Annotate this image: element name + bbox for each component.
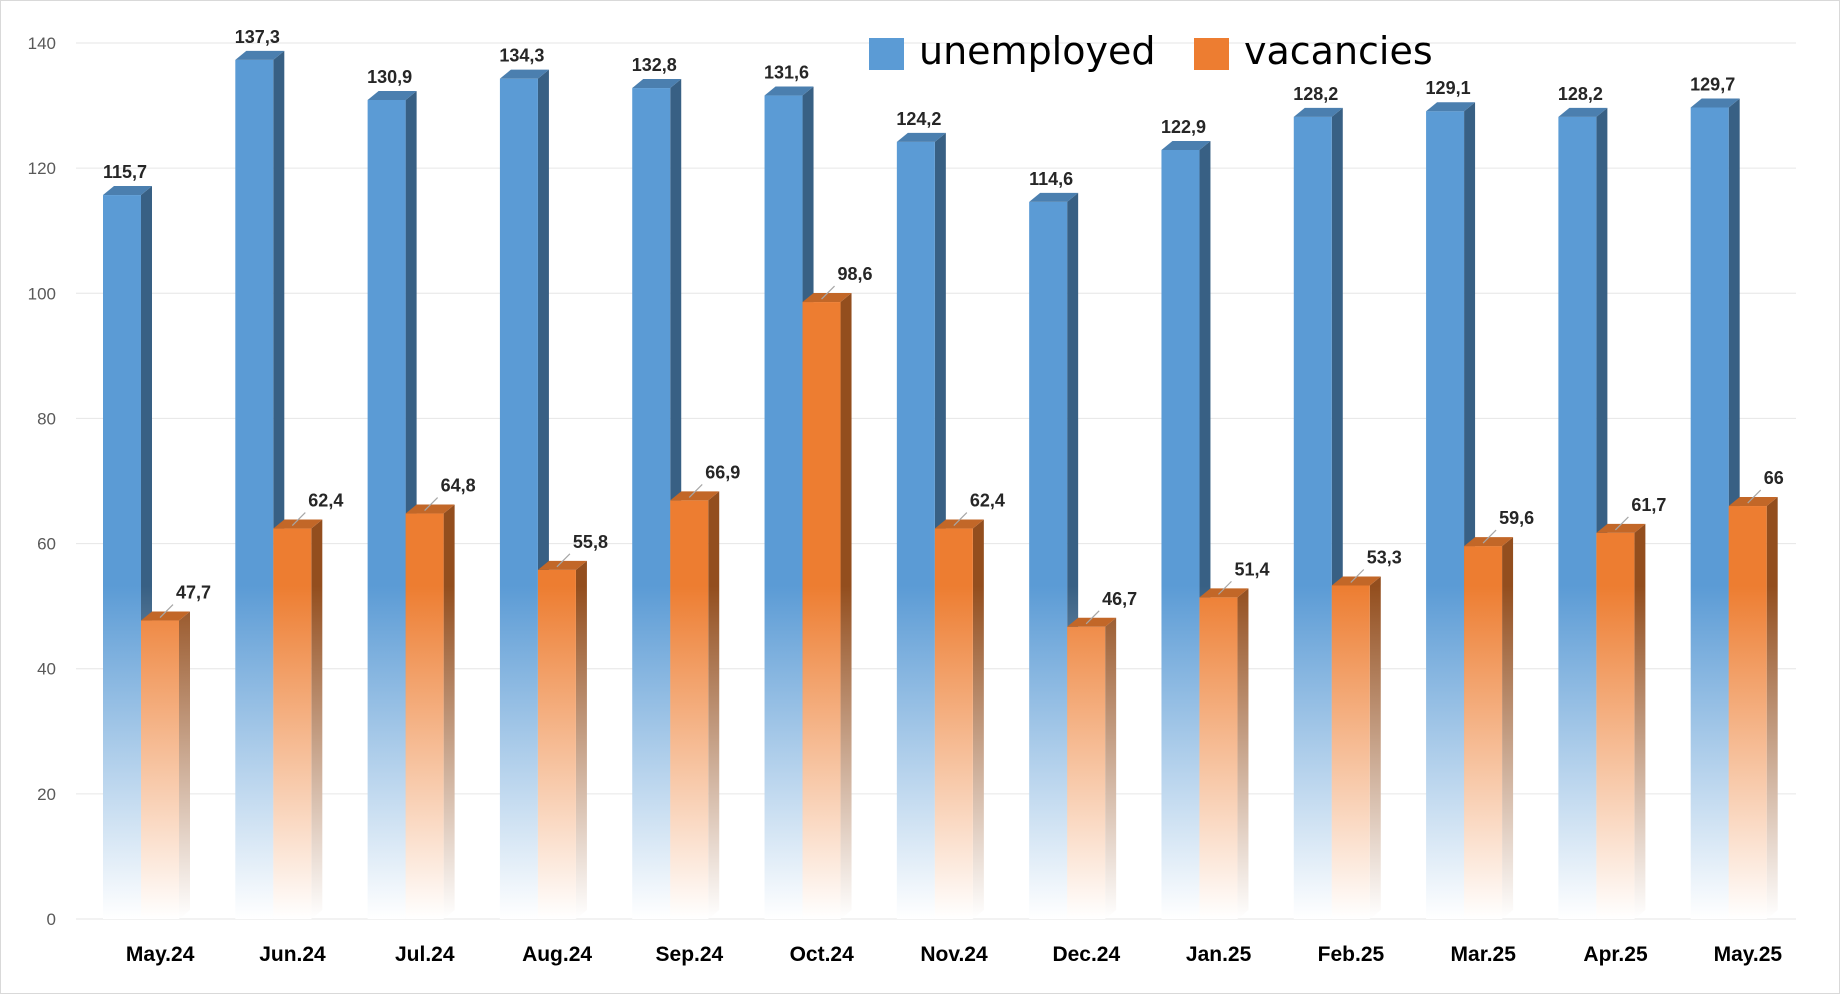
legend-swatch [869,38,904,70]
data-label-unemployed: 128,2 [1558,84,1603,104]
x-tick-label: Apr.25 [1583,943,1648,966]
x-tick-label: Dec.24 [1052,943,1120,966]
x-tick-label: Mar.25 [1451,943,1517,966]
data-label-vacancies: 47,7 [176,583,211,603]
leader-line [1218,580,1232,595]
leader-line [424,497,439,511]
bars [103,50,1778,920]
legend-label: unemployed [919,29,1155,73]
leader-line [688,483,703,498]
bar-vacancies [1464,537,1514,919]
data-label-unemployed: 114,6 [1029,169,1073,189]
legend-swatch [1194,38,1229,70]
data-label-vacancies: 46,7 [1102,589,1137,609]
data-label-unemployed: 132,8 [632,55,677,75]
leader-line [291,512,306,526]
data-label-vacancies: 51,4 [1234,559,1269,579]
x-tick-label: Aug.24 [522,943,592,966]
data-label-unemployed: 128,2 [1293,84,1338,104]
y-tick-label: 100 [28,284,56,303]
data-label-vacancies: 98,6 [838,264,873,284]
data-label-unemployed: 134,3 [499,46,544,66]
y-tick-label: 0 [47,910,56,929]
leader-line [1614,516,1629,531]
data-label-vacancies: 59,6 [1499,508,1534,528]
x-axis: May.24 Jun.24 Jul.24 Aug.24 Sep.24 Oct.24 Nov.… [126,943,1782,966]
data-label-vacancies: 62,4 [308,491,343,511]
bar-vacancies [1199,588,1249,919]
bar-unemployed [103,186,152,919]
bar-vacancies [405,504,455,919]
bar-vacancies [1331,576,1381,919]
bar-vacancies [802,293,852,919]
data-label-unemployed: 130,9 [367,67,412,87]
bar-vacancies [1596,523,1646,919]
x-tick-label: Nov.24 [920,943,988,966]
bar-vacancies [934,519,984,919]
bar-vacancies [670,491,720,919]
x-tick-label: Jan.25 [1186,943,1252,966]
leader-line [1747,489,1762,504]
data-label-vacancies: 53,3 [1367,547,1402,567]
data-label-vacancies: 62,4 [970,491,1005,511]
x-tick-label: May.25 [1714,943,1783,966]
leader-line [821,285,835,300]
data-label-vacancies: 61,7 [1631,495,1666,515]
data-label-unemployed: 129,1 [1426,78,1471,98]
bar-vacancies [537,560,587,919]
data-label-unemployed: 124,2 [896,109,941,129]
y-tick-label: 60 [37,535,56,554]
bar-vacancies [273,519,323,919]
y-tick-label: 20 [37,785,56,804]
bar-vacancies [1728,497,1778,919]
data-label-unemployed: 115,7 [103,162,147,182]
legend-item-unemployed: unemployed [869,29,1155,73]
data-label-vacancies: 55,8 [573,532,608,552]
data-label-unemployed: 122,9 [1161,117,1206,137]
leader-line [1085,610,1100,625]
x-tick-label: Sep.24 [656,943,724,966]
x-tick-label: Feb.25 [1318,943,1385,966]
leader-line [1482,529,1497,544]
legend-label: vacancies [1244,29,1433,73]
y-tick-label: 40 [37,660,56,679]
bar-vacancies [1067,617,1117,919]
x-tick-label: Jun.24 [259,943,326,966]
data-label-vacancies: 66 [1764,468,1784,488]
data-label-vacancies: 64,8 [441,476,476,496]
data-label-unemployed: 131,6 [764,63,809,83]
x-tick-label: Jul.24 [395,943,455,966]
bar-vacancies [141,611,190,919]
leader-line [556,553,571,568]
y-axis: 0 20 40 60 80 100 120 140 [28,34,56,929]
legend: unemployed vacancies [869,29,1433,73]
leader-line [159,604,174,618]
legend-item-vacancies: vacancies [1194,29,1433,73]
bar-unemployed [1426,102,1476,919]
data-label-unemployed: 129,7 [1690,74,1735,94]
data-label-unemployed: 137,3 [235,27,280,47]
x-tick-label: May.24 [126,943,195,966]
bar-unemployed [367,90,417,919]
leader-line [953,512,968,526]
data-labels: 115,7 47,7 137,3 62,4 130,9 64,8 134,3 55,8 132,… [103,27,1784,625]
y-tick-label: 120 [28,159,56,178]
y-tick-label: 140 [28,34,56,53]
x-tick-label: Oct.24 [790,943,855,966]
data-label-vacancies: 66,9 [705,462,740,482]
leader-line [1350,569,1365,583]
y-tick-label: 80 [37,409,56,428]
